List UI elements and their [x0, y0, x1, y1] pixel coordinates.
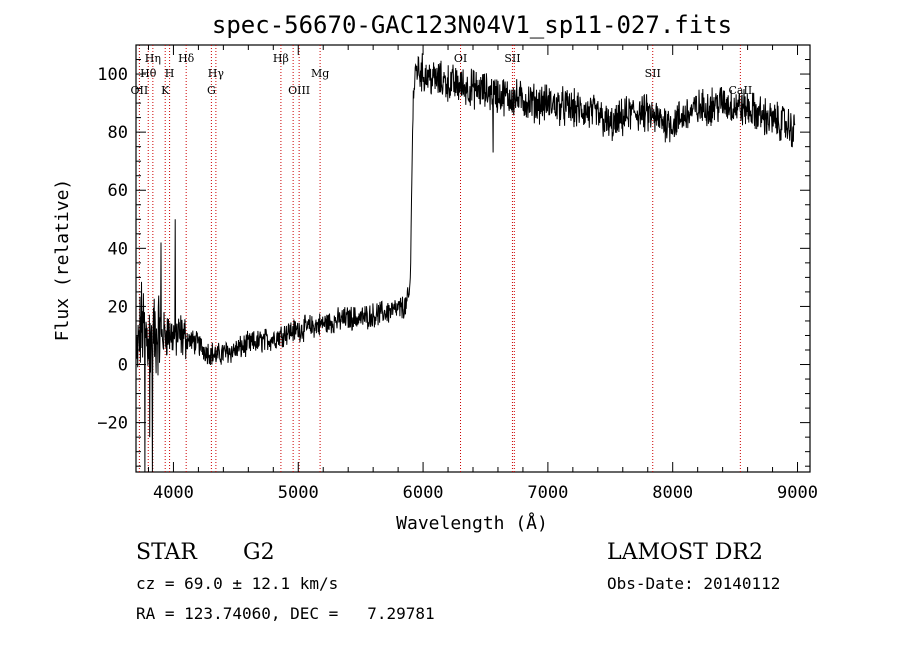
y-tick-label: 100: [97, 65, 128, 85]
y-axis-label: Flux (relative): [52, 179, 73, 342]
object-type: STAR: [136, 540, 197, 565]
line-marker-label: H: [165, 67, 175, 80]
plot-frame: [135, 44, 811, 473]
line-marker-label: Hγ: [208, 67, 225, 80]
line-marker-label: Mg: [311, 67, 329, 80]
x-tick-label: 5000: [278, 483, 319, 503]
line-marker-label: G: [207, 84, 216, 97]
line-marker-label: Hβ: [273, 52, 289, 65]
spectral-line-markers: [138, 45, 741, 472]
line-marker-label: Hθ: [140, 67, 157, 80]
x-tick-label: 4000: [153, 483, 194, 503]
observation-date: Obs-Date: 20140112: [607, 574, 781, 593]
x-axis: 4000 5000 6000 7000 8000 9000: [147, 45, 818, 503]
spectrum-series: [136, 53, 796, 473]
y-tick-label: −20: [97, 414, 128, 434]
x-axis-label: Wavelength (Å): [396, 512, 548, 534]
y-axis: −20 0 20 40 60 80 100: [97, 44, 810, 467]
subclass: G2: [243, 540, 275, 565]
redshift-text: cz = 69.0 ± 12.1 km/s: [136, 574, 339, 593]
line-marker-label: Hδ: [178, 52, 195, 65]
survey-name: LAMOST DR2: [607, 540, 763, 565]
chart-title: spec-56670-GAC123N04V1_sp11-027.fits: [212, 11, 732, 39]
x-tick-label: 8000: [652, 483, 693, 503]
coordinates-text: RA = 123.74060, DEC = 7.29781: [136, 604, 435, 623]
y-tick-label: 40: [108, 239, 128, 259]
line-marker-label: SII: [645, 67, 661, 80]
line-marker-label: K: [161, 84, 170, 97]
line-marker-label: OI: [454, 52, 467, 65]
line-marker-label: Hη: [145, 52, 161, 65]
x-tick-label: 6000: [403, 483, 444, 503]
y-tick-label: 20: [108, 297, 128, 317]
y-tick-label: 0: [118, 356, 128, 376]
line-marker-label: SII: [504, 52, 520, 65]
y-tick-label: 80: [108, 123, 128, 143]
line-marker-label: OII: [131, 84, 149, 97]
y-tick-label: 60: [108, 181, 128, 201]
x-tick-label: 7000: [527, 483, 568, 503]
line-marker-label: OIII: [288, 84, 310, 97]
line-marker-label: CaII: [729, 84, 753, 97]
x-tick-label: 9000: [777, 483, 818, 503]
